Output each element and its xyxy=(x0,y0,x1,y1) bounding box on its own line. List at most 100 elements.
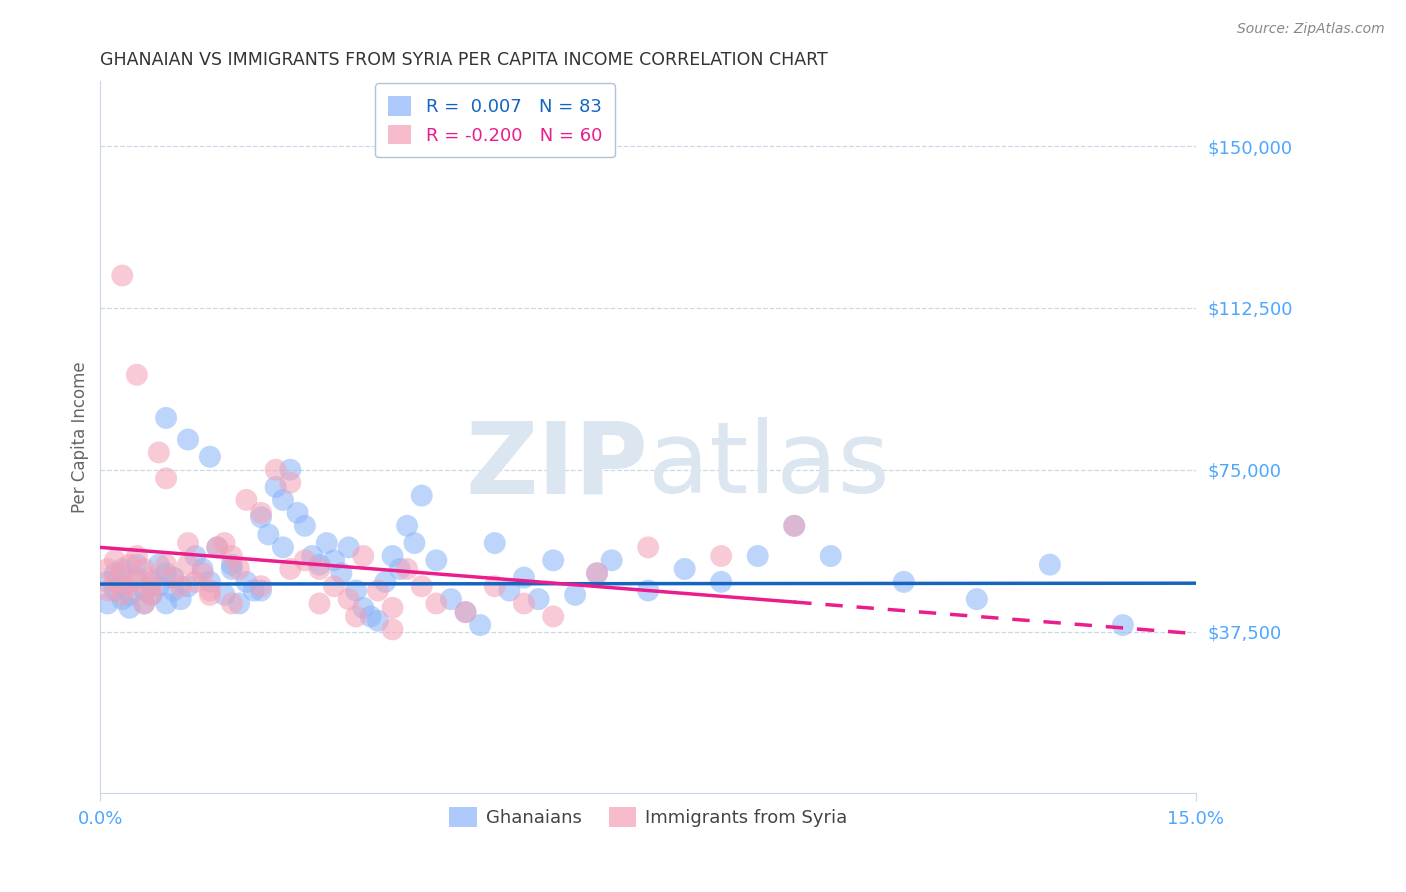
Point xyxy=(323,579,346,593)
Point xyxy=(155,566,177,581)
Point xyxy=(381,600,404,615)
Point xyxy=(97,562,120,576)
Point xyxy=(294,553,316,567)
Point xyxy=(125,574,148,589)
Point xyxy=(315,536,337,550)
Point xyxy=(205,541,228,555)
Text: Source: ZipAtlas.com: Source: ZipAtlas.com xyxy=(1237,22,1385,37)
Point xyxy=(527,592,550,607)
Point xyxy=(820,549,842,563)
Point xyxy=(125,549,148,563)
Point xyxy=(134,562,156,576)
Point xyxy=(148,558,170,572)
Point xyxy=(352,549,374,563)
Point xyxy=(111,562,134,576)
Point xyxy=(411,489,433,503)
Point xyxy=(710,549,733,563)
Point xyxy=(125,571,148,585)
Point xyxy=(308,558,330,572)
Point xyxy=(141,571,163,585)
Point xyxy=(214,588,236,602)
Point xyxy=(1039,558,1062,572)
Point xyxy=(221,558,243,572)
Point xyxy=(337,592,360,607)
Point xyxy=(381,549,404,563)
Point xyxy=(454,605,477,619)
Point xyxy=(404,536,426,550)
Y-axis label: Per Capita Income: Per Capita Income xyxy=(72,361,89,513)
Point xyxy=(498,583,520,598)
Point xyxy=(111,579,134,593)
Point xyxy=(198,583,221,598)
Point xyxy=(221,549,243,563)
Point xyxy=(177,579,200,593)
Point xyxy=(470,618,492,632)
Point xyxy=(125,558,148,572)
Point xyxy=(118,579,141,593)
Text: ZIP: ZIP xyxy=(465,417,648,515)
Point xyxy=(177,558,200,572)
Point xyxy=(637,541,659,555)
Point xyxy=(374,574,396,589)
Point xyxy=(484,579,506,593)
Point xyxy=(271,492,294,507)
Point xyxy=(125,368,148,382)
Point xyxy=(783,518,806,533)
Point xyxy=(388,562,411,576)
Point xyxy=(170,592,193,607)
Legend: Ghanaians, Immigrants from Syria: Ghanaians, Immigrants from Syria xyxy=(443,800,853,834)
Point xyxy=(352,600,374,615)
Point xyxy=(191,566,214,581)
Point xyxy=(221,562,243,576)
Point xyxy=(440,592,463,607)
Point xyxy=(141,588,163,602)
Point xyxy=(118,588,141,602)
Point xyxy=(97,583,120,598)
Point xyxy=(1112,618,1135,632)
Point xyxy=(337,541,360,555)
Point xyxy=(966,592,988,607)
Point xyxy=(271,541,294,555)
Point xyxy=(111,566,134,581)
Point xyxy=(411,579,433,593)
Point xyxy=(148,445,170,459)
Point xyxy=(177,433,200,447)
Point xyxy=(367,614,389,628)
Point xyxy=(134,597,156,611)
Point xyxy=(278,475,301,490)
Point xyxy=(170,579,193,593)
Point xyxy=(111,592,134,607)
Point xyxy=(541,609,564,624)
Point xyxy=(242,583,264,598)
Point xyxy=(184,574,207,589)
Point xyxy=(330,566,353,581)
Point xyxy=(228,597,250,611)
Point xyxy=(783,518,806,533)
Point xyxy=(141,574,163,589)
Point xyxy=(162,571,184,585)
Point xyxy=(344,609,367,624)
Point xyxy=(155,471,177,485)
Point xyxy=(162,583,184,598)
Point xyxy=(637,583,659,598)
Point xyxy=(118,558,141,572)
Point xyxy=(205,541,228,555)
Point xyxy=(367,583,389,598)
Point xyxy=(541,553,564,567)
Point xyxy=(198,450,221,464)
Point xyxy=(586,566,609,581)
Point xyxy=(155,597,177,611)
Point xyxy=(513,571,536,585)
Point xyxy=(425,553,447,567)
Point xyxy=(396,562,419,576)
Point xyxy=(198,574,221,589)
Text: GHANAIAN VS IMMIGRANTS FROM SYRIA PER CAPITA INCOME CORRELATION CHART: GHANAIAN VS IMMIGRANTS FROM SYRIA PER CA… xyxy=(100,51,828,69)
Point xyxy=(287,506,309,520)
Point xyxy=(111,268,134,283)
Point xyxy=(893,574,915,589)
Point xyxy=(104,583,127,598)
Point xyxy=(162,571,184,585)
Point xyxy=(250,510,273,524)
Point xyxy=(177,536,200,550)
Point xyxy=(264,463,287,477)
